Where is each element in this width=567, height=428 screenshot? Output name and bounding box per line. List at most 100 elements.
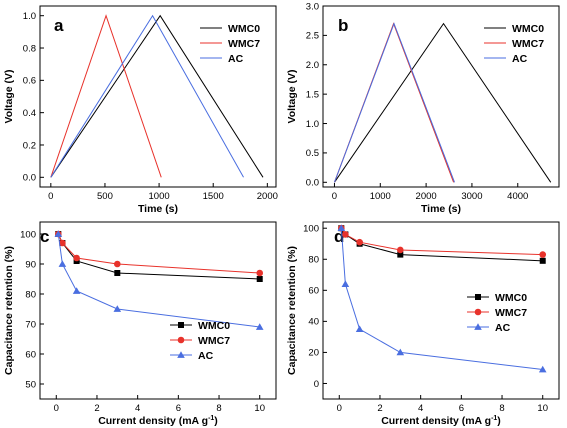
y-tick-label: 60 <box>308 286 319 297</box>
panel-b: 0 1000 2000 3000 4000 0.0 0.5 1.0 1.5 2.0 2.5 3.0 Ti… <box>286 1 560 215</box>
x-tick-label: 4 <box>418 403 423 414</box>
series-wmc7 <box>333 22 455 183</box>
legend-label: WMC7 <box>228 38 260 50</box>
x-tick-label: 4000 <box>507 191 528 202</box>
x-axis-label: Time (s) <box>138 203 178 215</box>
y-tick-label: 0.4 <box>23 108 36 119</box>
data-point <box>396 348 405 356</box>
data-point <box>114 260 121 268</box>
series-line <box>340 227 543 256</box>
data-point <box>356 238 363 246</box>
panel-c: 0 2 4 6 8 10 50 60 70 80 90 100 Current density (mA … <box>3 221 277 427</box>
y-tick-label: 2.5 <box>306 31 319 42</box>
legend-label: WMC7 <box>495 307 527 319</box>
y-tick-label: 1.0 <box>23 11 36 22</box>
data-point <box>256 276 263 282</box>
y-tick-label: 2.0 <box>306 60 319 71</box>
y-tick-label: 0.0 <box>306 178 319 189</box>
series-ac <box>54 230 264 330</box>
plot-frame <box>322 5 560 188</box>
plot-frame <box>39 5 277 188</box>
plot-frame <box>322 221 560 400</box>
y-tick-label: 0.0 <box>23 173 36 184</box>
x-tick-label: 2000 <box>416 191 437 202</box>
legend: WMC0 WMC7 AC <box>170 320 230 362</box>
y-tick-label: 0 <box>314 379 319 390</box>
data-point <box>58 260 67 267</box>
data-point <box>342 231 349 238</box>
y-tick-label: 100 <box>20 229 36 240</box>
y-axis-label: Capacitance retention (%) <box>286 246 298 375</box>
y-tick-label: 80 <box>308 255 319 266</box>
x-axis-label: Current density (mA g-1) <box>98 415 218 427</box>
x-tick-label: 6 <box>459 403 464 414</box>
y-tick-label: 60 <box>25 349 36 360</box>
legend: WMC0 WMC7 AC <box>484 23 544 65</box>
series-line <box>50 14 264 178</box>
series-line <box>57 233 260 280</box>
y-tick-label: 0.5 <box>306 148 319 159</box>
series-wmc7 <box>50 14 162 178</box>
y-tick-label: 50 <box>25 379 36 390</box>
y-tick-label: 1.5 <box>306 89 319 100</box>
data-point <box>256 269 264 277</box>
panel-letter: c <box>40 227 49 246</box>
y-tick-label: 0.2 <box>23 140 36 151</box>
x-tick-label: 10 <box>537 403 548 414</box>
data-point <box>397 251 404 258</box>
y-tick-label: 100 <box>303 224 319 235</box>
series-line <box>334 22 552 183</box>
x-tick-label: 0 <box>337 403 342 414</box>
series-wmc7 <box>338 224 547 258</box>
y-tick-label: 90 <box>25 259 36 270</box>
y-tick-label: 40 <box>308 317 319 328</box>
x-tick-label: 0 <box>48 191 53 202</box>
y-tick-label: 80 <box>25 289 36 300</box>
legend-marker <box>474 323 482 330</box>
data-point <box>539 251 547 258</box>
legend-marker <box>474 308 482 316</box>
data-point <box>113 305 122 312</box>
x-tick-label: 6 <box>176 403 181 414</box>
data-point <box>337 224 346 232</box>
series-ac <box>50 14 244 178</box>
y-axis-label: Capacitance retention (%) <box>3 246 15 375</box>
legend-label: WMC0 <box>495 292 527 304</box>
x-tick-label: 1000 <box>370 191 391 202</box>
data-point <box>72 287 81 294</box>
legend: WMC0 WMC7 AC <box>467 292 527 334</box>
x-tick-label: 0 <box>332 191 337 202</box>
x-tick-label: 4 <box>135 403 140 414</box>
y-tick-label: 70 <box>25 319 36 330</box>
legend-marker <box>178 322 184 328</box>
panel-letter: a <box>54 16 64 35</box>
panel-letter: d <box>334 227 344 246</box>
series-wmc0 <box>334 22 552 183</box>
x-tick-label: 2000 <box>257 191 278 202</box>
legend-label: WMC0 <box>228 23 260 35</box>
series-line <box>50 14 244 178</box>
y-tick-label: 1.0 <box>306 119 319 130</box>
series-ac <box>337 224 547 373</box>
legend: WMC0 WMC7 AC <box>200 23 260 65</box>
y-axis-label: Voltage (V) <box>3 69 15 123</box>
y-axis-label: Voltage (V) <box>286 69 298 123</box>
y-tick-label: 0.6 <box>23 76 36 87</box>
series-wmc0 <box>50 14 264 178</box>
x-tick-label: 500 <box>97 191 113 202</box>
panel-a: 0 500 1000 1500 2000 0.0 0.2 0.4 0.6 0.8 1.0 Time (… <box>3 5 278 215</box>
legend-marker <box>177 336 185 344</box>
series-line <box>57 233 260 328</box>
series-wmc7 <box>55 230 264 277</box>
x-tick-label: 0 <box>54 403 59 414</box>
series-wmc0 <box>55 231 263 282</box>
series-ac <box>333 22 455 183</box>
y-tick-label: 0.8 <box>23 43 36 54</box>
legend-marker <box>475 294 481 300</box>
y-tick-label: 20 <box>308 348 319 359</box>
x-axis-label: Current density (mA g-1) <box>381 415 501 427</box>
x-tick-label: 8 <box>499 403 504 414</box>
legend-marker <box>177 351 185 358</box>
legend-label: AC <box>198 350 214 362</box>
